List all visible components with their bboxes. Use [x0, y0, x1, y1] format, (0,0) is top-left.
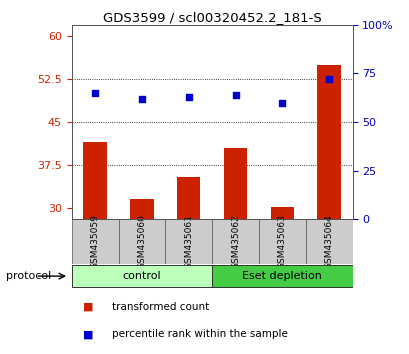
Point	[138, 96, 145, 102]
Point	[185, 94, 191, 99]
Bar	[83, 142, 107, 219]
Title: GDS3599 / scl00320452.2_181-S: GDS3599 / scl00320452.2_181-S	[103, 11, 321, 24]
Text: GSM435060: GSM435060	[137, 214, 146, 269]
Bar	[305, 219, 352, 264]
Text: control: control	[122, 271, 161, 281]
Text: ■: ■	[83, 329, 94, 339]
Text: GSM435063: GSM435063	[277, 214, 286, 269]
Bar	[270, 207, 293, 219]
Text: GSM435059: GSM435059	[90, 214, 99, 269]
Bar	[130, 199, 153, 219]
Bar	[72, 265, 212, 287]
Text: protocol: protocol	[6, 271, 51, 281]
Text: percentile rank within the sample: percentile rank within the sample	[111, 329, 287, 339]
Text: ■: ■	[83, 302, 94, 312]
Bar	[223, 148, 247, 219]
Bar	[258, 219, 305, 264]
Bar	[118, 219, 165, 264]
Bar	[212, 219, 258, 264]
Text: GSM435064: GSM435064	[324, 214, 333, 269]
Point	[92, 90, 98, 96]
Text: GSM435062: GSM435062	[231, 214, 240, 269]
Bar	[177, 177, 200, 219]
Point	[279, 100, 285, 105]
Text: transformed count: transformed count	[111, 302, 209, 312]
Text: GSM435061: GSM435061	[184, 214, 193, 269]
Point	[232, 92, 238, 98]
Bar	[212, 265, 352, 287]
Point	[325, 76, 332, 82]
Bar	[317, 65, 340, 219]
Text: Eset depletion: Eset depletion	[242, 271, 321, 281]
Bar	[165, 219, 212, 264]
Bar	[72, 219, 118, 264]
